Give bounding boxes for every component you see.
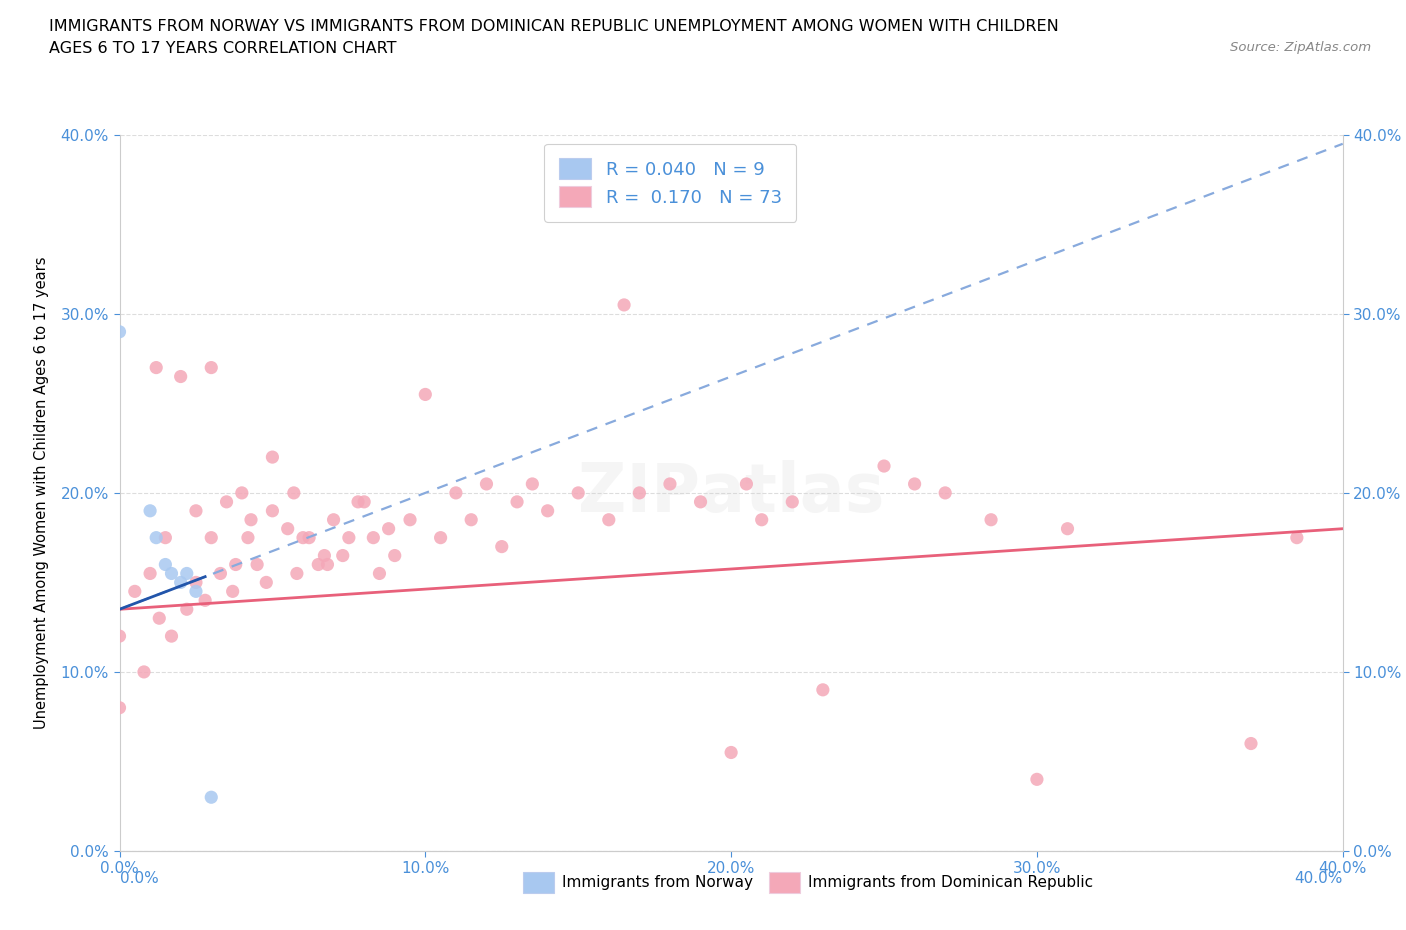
Point (209, 566, 232, 581)
Point (363, 530, 385, 545)
Point (659, 476, 682, 491)
Point (429, 530, 451, 545)
Point (598, 512, 620, 527)
Point (314, 548, 336, 563)
Point (811, 683, 834, 698)
Point (934, 485, 956, 500)
Text: Immigrants from Norway: Immigrants from Norway (562, 875, 754, 890)
Point (475, 476, 498, 491)
Point (491, 539, 513, 554)
Point (200, 790, 222, 804)
Point (254, 575, 277, 590)
Text: 40.0%: 40.0% (1295, 871, 1343, 886)
Point (277, 521, 299, 536)
Point (148, 611, 170, 626)
Point (537, 503, 560, 518)
Point (337, 530, 360, 545)
Point (145, 530, 167, 545)
Point (108, 700, 131, 715)
Point (904, 476, 927, 491)
Point (384, 548, 406, 563)
Point (215, 495, 238, 510)
Legend: R = 0.040   N = 9, R =  0.170   N = 73: R = 0.040 N = 9, R = 0.170 N = 73 (544, 144, 796, 221)
Point (298, 530, 321, 545)
Point (1285, 530, 1308, 545)
Point (132, 664, 155, 679)
Point (139, 503, 162, 518)
Point (139, 566, 162, 581)
Point (377, 521, 399, 536)
Point (184, 575, 207, 590)
Point (980, 512, 1002, 527)
Point (108, 325, 131, 339)
Point (368, 566, 391, 581)
Point (169, 575, 191, 590)
Point (160, 566, 183, 581)
Point (1240, 737, 1263, 751)
Point (689, 495, 711, 510)
Point (782, 495, 804, 510)
Point (155, 557, 177, 572)
Point (184, 584, 207, 599)
Point (184, 503, 207, 518)
Point (873, 458, 896, 473)
Point (262, 450, 284, 465)
Point (240, 512, 263, 527)
Point (735, 476, 758, 491)
Text: Source: ZipAtlas.com: Source: ZipAtlas.com (1230, 41, 1371, 54)
Point (567, 485, 589, 500)
Point (1026, 772, 1049, 787)
Point (292, 530, 315, 545)
Point (285, 566, 308, 581)
Point (720, 745, 742, 760)
Point (225, 557, 247, 572)
Point (231, 485, 253, 500)
Point (200, 360, 222, 375)
Point (522, 476, 544, 491)
Point (613, 298, 636, 312)
Text: AGES 6 TO 17 YEARS CORRELATION CHART: AGES 6 TO 17 YEARS CORRELATION CHART (49, 41, 396, 56)
Point (460, 512, 482, 527)
Point (332, 548, 354, 563)
Point (353, 495, 375, 510)
Text: ZIP​atlas: ZIP​atlas (578, 460, 884, 525)
Point (444, 485, 467, 500)
Point (628, 485, 651, 500)
Point (160, 629, 183, 644)
Point (176, 602, 198, 617)
Point (307, 557, 329, 572)
Point (155, 530, 177, 545)
Point (200, 530, 222, 545)
Point (347, 495, 370, 510)
Point (169, 369, 191, 384)
Point (108, 629, 131, 644)
Y-axis label: Unemployment Among Women with Children Ages 6 to 17 years: Unemployment Among Women with Children A… (35, 257, 49, 729)
Point (145, 360, 167, 375)
Point (236, 530, 259, 545)
Point (246, 557, 269, 572)
Text: Immigrants from Dominican Republic: Immigrants from Dominican Republic (808, 875, 1094, 890)
Point (316, 557, 339, 572)
Point (1056, 521, 1078, 536)
Point (506, 495, 529, 510)
Point (322, 512, 344, 527)
Point (413, 387, 436, 402)
Point (124, 584, 146, 599)
Point (176, 566, 198, 581)
Text: IMMIGRANTS FROM NORWAY VS IMMIGRANTS FROM DOMINICAN REPUBLIC UNEMPLOYMENT AMONG : IMMIGRANTS FROM NORWAY VS IMMIGRANTS FRO… (49, 19, 1059, 33)
Text: 0.0%: 0.0% (120, 871, 159, 886)
Point (751, 512, 773, 527)
Point (283, 485, 305, 500)
Point (221, 584, 243, 599)
Point (262, 503, 284, 518)
Point (194, 593, 217, 608)
Point (399, 512, 422, 527)
